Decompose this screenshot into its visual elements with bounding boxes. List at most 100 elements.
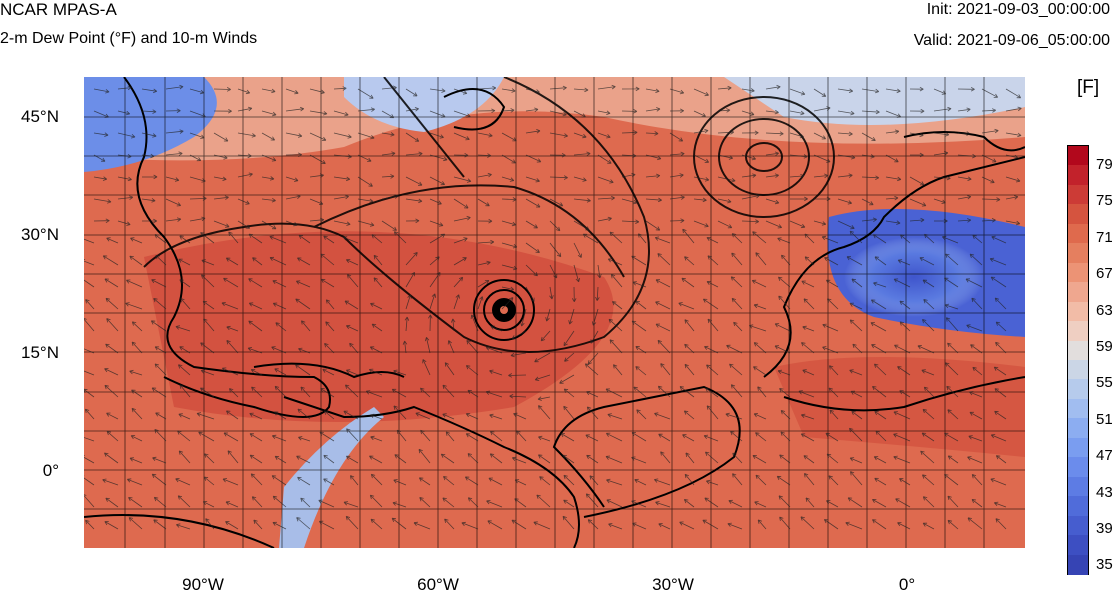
wind-arrow xyxy=(405,198,423,204)
wind-arrow xyxy=(803,455,815,464)
wind-arrow xyxy=(813,132,827,140)
wind-arrow xyxy=(564,352,575,362)
wind-arrow xyxy=(607,413,623,420)
wind-arrow xyxy=(967,517,983,530)
wind-arrow xyxy=(393,369,407,376)
wind-arrow xyxy=(511,330,527,340)
wind-arrow xyxy=(85,299,95,310)
colorbar-tick-label: 47 xyxy=(1096,447,1113,465)
wind-arrow xyxy=(861,109,880,115)
wind-arrow xyxy=(587,352,599,365)
colorbar-unit: [F] xyxy=(1077,77,1100,98)
wind-arrow xyxy=(560,433,575,442)
wind-arrow xyxy=(933,198,946,204)
wind-arrow xyxy=(345,515,359,530)
wind-arrow xyxy=(706,405,719,420)
wind-arrow xyxy=(165,151,183,156)
wind-arrow xyxy=(631,500,647,508)
wind-arrow xyxy=(420,429,431,442)
wind-arrow xyxy=(365,390,383,398)
wind-arrow xyxy=(933,151,949,156)
wind-arrow xyxy=(274,455,287,464)
wind-arrow xyxy=(549,152,566,158)
wind-arrow xyxy=(917,345,935,354)
wind-arrow xyxy=(179,279,191,288)
wind-arrow xyxy=(684,363,695,376)
wind-arrow xyxy=(669,195,685,200)
wind-arrow xyxy=(153,496,167,508)
wind-arrow xyxy=(777,369,791,376)
wind-arrow xyxy=(1005,106,1022,112)
wind-arrow xyxy=(429,293,437,310)
wind-arrow xyxy=(213,154,228,160)
wind-arrow xyxy=(396,429,407,442)
wind-arrow xyxy=(179,346,191,354)
wind-arrow xyxy=(402,340,408,354)
wind-arrow xyxy=(405,252,418,266)
wind-arrow xyxy=(893,433,911,442)
wind-arrow xyxy=(631,255,647,266)
wind-arrow xyxy=(296,455,311,464)
wind-arrow xyxy=(789,220,806,229)
wind-arrow xyxy=(655,501,671,508)
wind-arrow xyxy=(837,110,855,116)
wind-arrow xyxy=(251,496,263,508)
wind-arrow xyxy=(753,342,767,354)
colorbar-tick-label: 67 xyxy=(1096,265,1113,283)
wind-arrow xyxy=(237,132,256,138)
wind-arrow xyxy=(343,501,359,508)
wind-arrow xyxy=(874,410,887,420)
wind-arrow xyxy=(837,173,853,178)
wind-arrow xyxy=(429,176,446,186)
wind-arrow xyxy=(333,194,349,200)
wind-arrow xyxy=(226,325,239,332)
wind-arrow xyxy=(893,411,911,420)
wind-arrow xyxy=(345,369,359,376)
wind-arrow xyxy=(590,330,599,344)
wind-arrow xyxy=(129,369,143,376)
wind-arrow xyxy=(405,88,418,97)
wind-arrow xyxy=(941,235,959,244)
wind-arrow xyxy=(585,434,599,442)
wind-arrow xyxy=(822,323,839,332)
wind-arrow xyxy=(93,110,109,118)
wind-arrow xyxy=(440,453,455,464)
wind-arrow xyxy=(850,471,863,486)
wind-arrow xyxy=(684,473,695,486)
wind-arrow xyxy=(226,410,239,420)
wind-arrow xyxy=(477,132,493,138)
wind-arrow xyxy=(801,342,815,354)
colorbar-segment xyxy=(1068,262,1088,283)
wind-arrow xyxy=(429,110,446,118)
wind-arrow xyxy=(381,151,396,156)
wind-arrow xyxy=(373,254,383,266)
wind-arrow xyxy=(621,219,640,224)
wind-arrow xyxy=(128,517,143,530)
wind-arrow xyxy=(605,455,623,464)
wind-arrow xyxy=(323,454,335,464)
wind-arrow xyxy=(778,295,791,310)
wind-arrow xyxy=(343,410,359,420)
wind-arrow xyxy=(391,388,407,398)
wind-arrow xyxy=(705,451,719,464)
wind-arrow xyxy=(741,219,760,224)
wind-arrow xyxy=(520,308,527,327)
wind-arrow xyxy=(405,132,420,142)
wind-arrow xyxy=(586,391,599,398)
wind-arrow xyxy=(966,324,983,332)
wind-arrow xyxy=(106,430,119,442)
wind-arrow xyxy=(175,478,191,486)
wind-arrow xyxy=(477,296,484,310)
wind-arrow xyxy=(669,108,684,114)
wind-arrow xyxy=(679,521,695,530)
wind-arrow xyxy=(525,242,540,253)
wind-arrow xyxy=(200,232,215,244)
wind-arrow xyxy=(477,218,493,224)
wind-arrow xyxy=(486,500,503,508)
wind-arrow xyxy=(573,198,591,203)
wind-arrow xyxy=(638,233,647,244)
wind-arrow xyxy=(318,520,335,530)
wind-arrow xyxy=(606,478,623,486)
wind-arrow xyxy=(681,277,695,288)
wind-arrow xyxy=(851,410,863,420)
